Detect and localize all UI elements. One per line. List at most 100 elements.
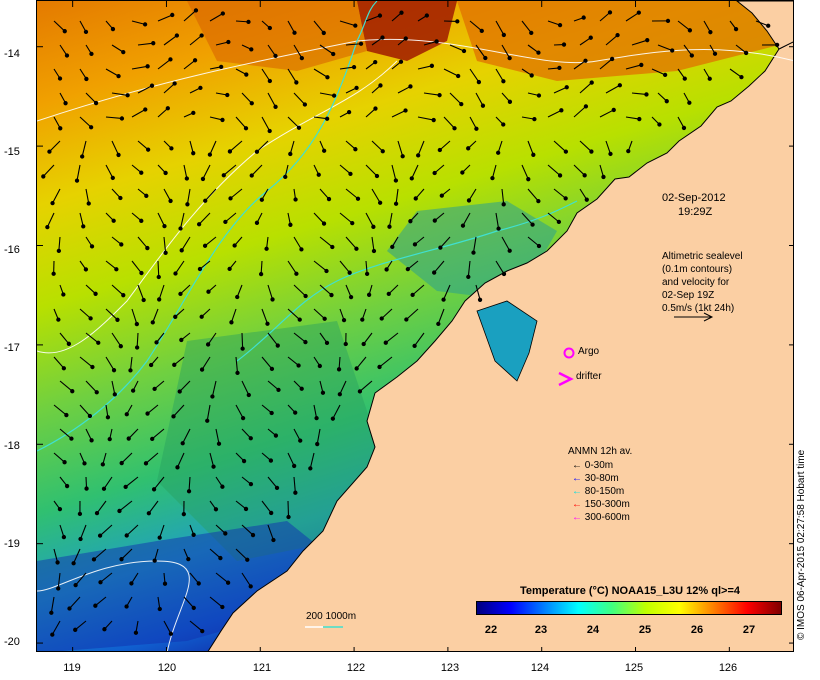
current-vector-head — [288, 222, 293, 227]
current-vector-head — [390, 244, 395, 250]
current-vector — [59, 332, 70, 345]
current-vector — [605, 140, 611, 155]
current-vector-head — [162, 581, 168, 586]
current-vector-head — [293, 490, 298, 495]
current-vector — [501, 236, 511, 252]
current-vector-head — [142, 22, 148, 27]
current-vector — [677, 20, 691, 31]
current-vector — [467, 260, 471, 277]
current-vector-head — [687, 100, 692, 105]
current-vector-head — [379, 316, 384, 321]
current-vector-head — [326, 196, 332, 202]
current-vector-head — [148, 362, 154, 368]
current-vector-head — [119, 242, 124, 247]
current-vector-head — [98, 580, 103, 585]
current-vector-head — [124, 533, 129, 538]
current-vector-head — [687, 28, 693, 33]
current-vector-head — [198, 85, 203, 91]
current-vector-head — [96, 340, 101, 345]
current-vector — [159, 524, 165, 538]
current-vector-head — [197, 266, 203, 272]
current-vector — [52, 188, 61, 204]
current-vector — [230, 188, 243, 199]
current-vector — [241, 332, 244, 349]
current-vector-head — [380, 149, 385, 154]
current-vector-head — [601, 174, 606, 180]
current-vector-head — [346, 109, 352, 115]
current-vector — [449, 92, 462, 105]
current-vector-head — [393, 201, 399, 206]
current-vector — [313, 116, 328, 120]
legend-item-label: 0-30m — [584, 460, 614, 471]
current-vector-head — [227, 266, 232, 272]
current-vector — [85, 188, 90, 204]
current-vector-head — [119, 460, 124, 466]
current-vector — [148, 500, 159, 514]
current-vector-head — [664, 99, 669, 104]
current-vector-head — [225, 92, 230, 98]
current-vector-head — [296, 363, 301, 368]
current-vector — [111, 140, 120, 156]
current-vector-head — [374, 173, 380, 179]
current-vector — [105, 68, 119, 77]
current-vector-head — [248, 584, 253, 589]
current-vector — [59, 428, 72, 440]
current-vector-head — [181, 512, 186, 517]
current-vector-head — [114, 267, 119, 272]
current-vector-head — [210, 394, 215, 399]
current-vector — [287, 116, 300, 129]
current-vector-head — [357, 389, 363, 394]
current-vector — [163, 188, 172, 202]
current-vector-head — [69, 436, 74, 441]
current-vector — [267, 92, 277, 108]
current-vector-head — [530, 222, 535, 227]
current-vector-head — [477, 297, 483, 302]
current-vector-head — [145, 245, 150, 251]
current-vector-head — [172, 362, 177, 367]
current-vector-head — [243, 506, 249, 512]
current-vector-head — [220, 11, 225, 16]
current-vector — [468, 188, 477, 201]
current-vector — [359, 380, 373, 392]
current-vector — [521, 164, 529, 180]
current-vector — [50, 596, 55, 613]
current-vector-head — [350, 220, 355, 226]
current-vector — [182, 428, 191, 444]
current-vector-head — [93, 603, 98, 608]
current-vector — [157, 58, 171, 70]
current-vector-head — [559, 108, 564, 113]
current-vector-head — [128, 368, 133, 373]
current-vector-head — [557, 22, 563, 28]
argo-label: Argo — [578, 346, 600, 357]
current-vector-head — [681, 125, 687, 131]
current-vector-head — [56, 317, 61, 322]
current-vector — [260, 260, 263, 275]
current-vector — [469, 68, 480, 83]
current-vector — [397, 140, 404, 157]
current-vector-head — [47, 149, 52, 154]
current-vector-head — [670, 48, 675, 53]
current-vector-head — [86, 201, 91, 206]
current-vector-head — [707, 76, 712, 81]
current-vector-head — [317, 363, 322, 369]
current-vector — [209, 596, 223, 608]
current-vector — [625, 116, 640, 120]
current-vector-head — [157, 606, 162, 612]
legend-item-label: 150-300m — [584, 499, 630, 510]
current-vector-head — [501, 202, 506, 207]
altimetry-line: Altimetric sealevel — [662, 251, 743, 262]
current-vector — [573, 105, 587, 118]
current-vector-head — [64, 483, 70, 489]
current-vector — [261, 356, 273, 370]
current-vector-head — [354, 246, 359, 251]
current-vector-head — [439, 193, 444, 198]
current-vector-head — [452, 126, 457, 131]
current-vector-head — [393, 178, 399, 183]
current-vector — [96, 500, 107, 514]
current-vector — [157, 212, 165, 227]
current-vector — [397, 85, 411, 94]
current-vector — [85, 284, 96, 295]
current-vector — [85, 380, 98, 393]
current-vector-head — [249, 47, 254, 52]
current-vector-head — [270, 297, 275, 302]
